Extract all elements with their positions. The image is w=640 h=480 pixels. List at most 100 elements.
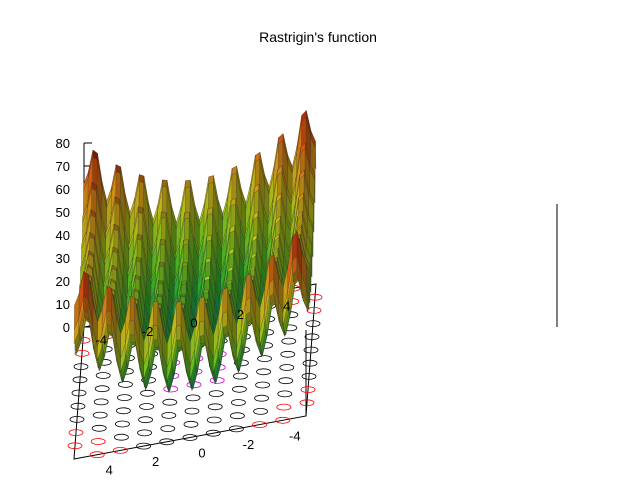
surface-patch [152,301,159,327]
contour-ring [114,433,129,441]
z-tick-label: 80 [56,136,70,151]
surface-patch [185,180,191,188]
contour-ring [68,429,84,437]
contour-ring [115,420,130,428]
contour-ring [92,411,108,419]
x-tick-label: -4 [289,428,301,443]
contour-ring [72,376,88,384]
contour-ring [161,411,177,419]
contour-ring [252,421,268,429]
y-tick-label: -4 [95,333,107,348]
surface-patch [176,301,182,327]
contour-ring [275,416,291,424]
contour-ring [229,412,245,420]
contour-ring [299,399,315,407]
contour-ring [301,372,317,380]
contour-ring [253,407,269,415]
contour-ring [182,434,198,441]
contour-ring [206,416,222,424]
surface-patch [199,320,205,337]
contour-ring [280,350,296,358]
contour-ring [93,398,109,406]
surface-patch [129,319,135,336]
z-tick-label: 10 [56,297,70,312]
contour-ring [140,389,156,397]
surface-patch [162,179,168,188]
contour-ring [278,377,294,385]
contour-ring [184,407,200,415]
contour-ring [94,385,110,393]
x-tick-label: 0 [198,446,205,461]
contour-ring [89,451,105,459]
y-tick-label: 0 [190,316,197,331]
z-tick-label: 40 [56,228,70,243]
contour-ring [71,389,87,397]
contour-ring [228,425,244,433]
surface-mesh [73,109,317,393]
surface-patch [73,317,79,345]
surface-patch [183,239,189,246]
contour-ring [95,372,111,379]
contour-ring [257,355,273,363]
contour-ring [185,394,201,402]
contour-ring [276,403,292,411]
contour-ring [302,359,318,367]
contour-ring [305,320,321,328]
surface-patch [175,325,182,341]
contour-ring [69,415,85,423]
contour-ring [255,381,271,389]
contour-ring [90,438,106,445]
surface-patch [106,309,112,327]
contour-ring [231,385,247,393]
contour-ring [230,399,246,406]
surface-patch [222,311,228,329]
contour-ring [207,403,223,411]
contour-ring [74,349,90,357]
surface-patch [159,262,165,267]
contour-ring [281,337,297,345]
contour-ring [256,368,272,376]
contour-ring [136,442,152,450]
surface-patch [199,296,205,323]
contour-ring [116,407,131,415]
z-tick-label: 20 [56,274,70,289]
surface-patch [222,287,228,315]
surface-patch [152,325,158,341]
surface-patch [245,273,251,302]
z-tick-label: 50 [56,205,70,220]
contour-ring [303,346,319,354]
contour-ring [306,306,322,314]
contour-ring [91,424,107,432]
z-tick-label: 0 [63,320,70,335]
surface-patch [83,295,89,314]
surface-patch [182,262,188,268]
contour-ring [277,390,293,398]
contour-ring [117,394,132,402]
contour-ring [162,398,178,406]
chart-title: Rastrigin's function [259,29,377,45]
contour-ring [118,380,133,388]
contour-ring [183,420,199,428]
contour-ring [160,425,176,433]
contour-ring [279,364,295,371]
x-tick-label: 4 [106,463,113,478]
z-tick-label: 30 [56,251,70,266]
contour-ring [205,429,221,437]
y-tick-label: 2 [237,307,244,322]
surface-patch [160,239,166,246]
contour-ring [300,386,316,394]
surface-patch [106,285,112,313]
surface-patch [161,211,167,219]
contour-ring [139,403,155,410]
z-tick-label: 60 [56,182,70,197]
contour-ring [232,372,248,380]
x-tick-label: -2 [243,437,255,452]
contour-ring [70,402,86,410]
contour-ring [137,429,153,437]
contour-ring [254,394,270,402]
contour-ring [113,446,128,454]
contour-ring [67,442,83,450]
contour-ring [138,416,154,424]
